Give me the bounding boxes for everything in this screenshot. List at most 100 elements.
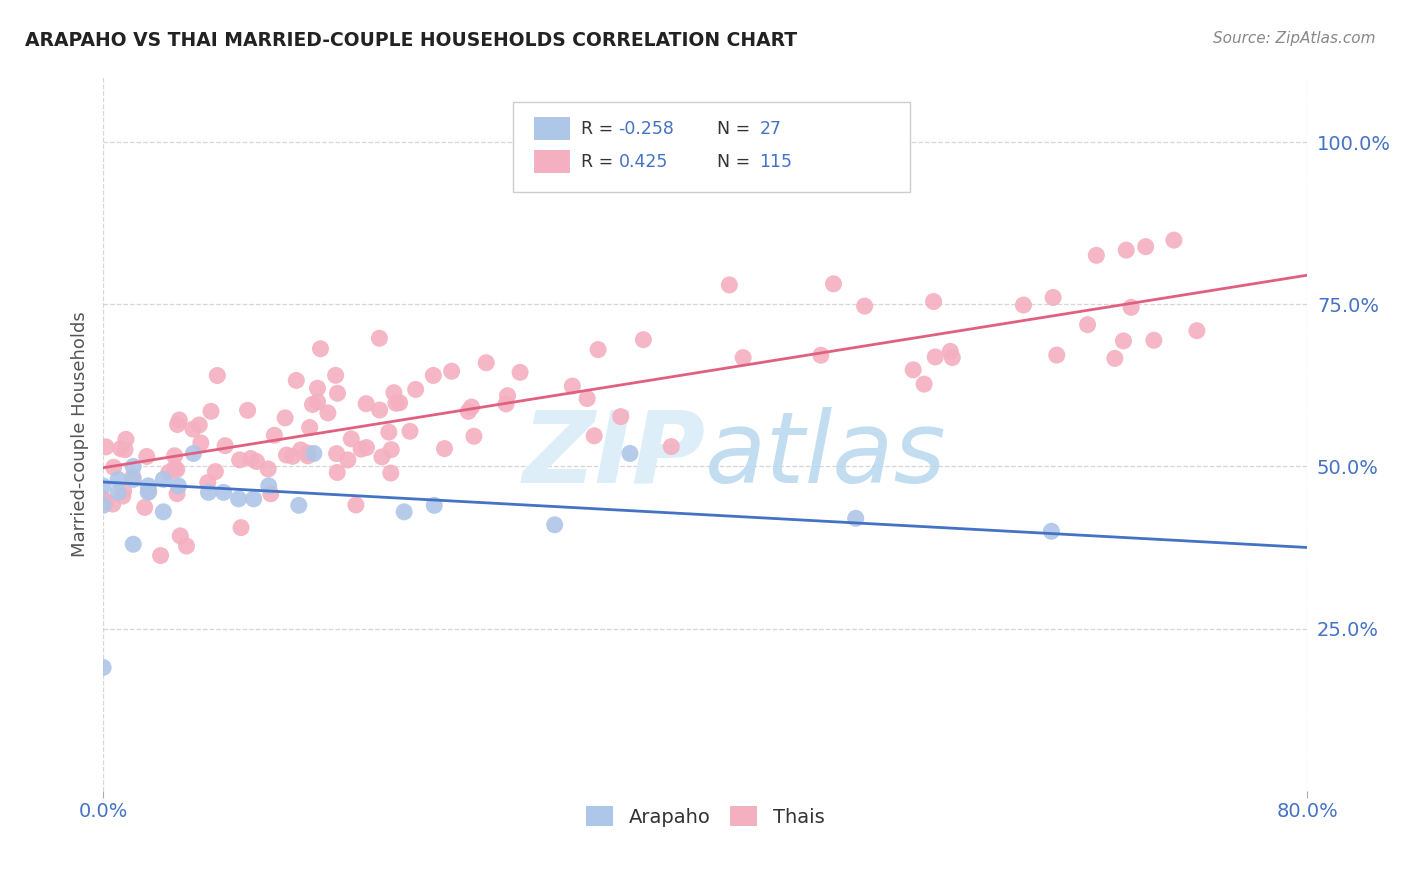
Point xyxy=(853,299,876,313)
Point xyxy=(326,466,349,480)
Point xyxy=(136,485,159,500)
Point xyxy=(368,403,391,417)
Point xyxy=(1115,243,1137,257)
Point xyxy=(496,389,519,403)
Point xyxy=(285,373,308,387)
Point xyxy=(138,483,160,498)
FancyBboxPatch shape xyxy=(534,150,571,173)
Point xyxy=(101,497,124,511)
Point xyxy=(509,365,531,379)
Point xyxy=(1012,298,1035,312)
Point xyxy=(718,277,741,292)
Point xyxy=(1143,333,1166,347)
Point xyxy=(157,466,180,480)
Text: 115: 115 xyxy=(759,153,793,170)
FancyBboxPatch shape xyxy=(513,103,910,192)
Point xyxy=(94,495,117,509)
Text: atlas: atlas xyxy=(706,407,946,504)
Point xyxy=(135,450,157,464)
Point xyxy=(163,449,186,463)
Point xyxy=(204,465,226,479)
Point xyxy=(302,446,325,460)
Point xyxy=(845,511,868,525)
Point xyxy=(91,491,114,506)
Text: ZIP: ZIP xyxy=(522,407,706,504)
Point xyxy=(325,447,347,461)
Point xyxy=(197,475,219,490)
Point xyxy=(1135,239,1157,253)
Point xyxy=(207,368,229,383)
Point xyxy=(200,404,222,418)
Point xyxy=(166,486,188,500)
Point xyxy=(169,413,191,427)
Point xyxy=(1112,334,1135,348)
Point xyxy=(325,368,347,383)
Point xyxy=(399,424,422,438)
Point xyxy=(382,385,405,400)
Point xyxy=(149,549,172,563)
Point xyxy=(422,368,444,383)
Point xyxy=(242,491,264,506)
Point xyxy=(307,394,329,409)
Point xyxy=(212,485,235,500)
Point xyxy=(586,343,609,357)
Point xyxy=(163,461,186,475)
Point xyxy=(236,403,259,417)
Point xyxy=(344,498,367,512)
Point xyxy=(176,539,198,553)
Point xyxy=(941,351,963,365)
Point xyxy=(336,453,359,467)
Point xyxy=(263,428,285,442)
Point xyxy=(316,406,339,420)
Point xyxy=(1163,233,1185,247)
Point xyxy=(1077,318,1099,332)
Point xyxy=(167,479,190,493)
Point xyxy=(290,442,312,457)
Point xyxy=(380,442,402,457)
Point xyxy=(423,499,446,513)
Point xyxy=(297,446,319,460)
Point xyxy=(309,342,332,356)
Point xyxy=(103,460,125,475)
Point xyxy=(475,356,498,370)
Point xyxy=(385,396,408,410)
Point xyxy=(190,436,212,450)
Text: N =: N = xyxy=(717,120,751,137)
Point xyxy=(368,331,391,345)
Point xyxy=(228,491,250,506)
Point xyxy=(354,397,377,411)
Point xyxy=(576,392,599,406)
Point xyxy=(463,429,485,443)
Point xyxy=(823,277,845,291)
Point xyxy=(297,449,319,463)
Point xyxy=(388,396,411,410)
FancyBboxPatch shape xyxy=(534,118,571,140)
Point xyxy=(110,442,132,456)
Point xyxy=(288,499,311,513)
Point xyxy=(544,517,567,532)
Point xyxy=(356,441,378,455)
Point xyxy=(134,500,156,515)
Text: N =: N = xyxy=(717,153,751,170)
Text: R =: R = xyxy=(581,153,613,170)
Point xyxy=(1085,248,1108,262)
Point xyxy=(371,450,394,464)
Point xyxy=(912,377,935,392)
Point xyxy=(107,472,129,486)
Point xyxy=(1185,324,1208,338)
Point xyxy=(114,442,136,457)
Point xyxy=(181,422,204,436)
Point xyxy=(229,521,252,535)
Point xyxy=(214,439,236,453)
Point xyxy=(166,462,188,476)
Point xyxy=(245,454,267,468)
Point xyxy=(281,450,304,464)
Point xyxy=(433,442,456,456)
Point xyxy=(298,420,321,434)
Point xyxy=(1042,290,1064,304)
Point xyxy=(122,472,145,486)
Point xyxy=(188,417,211,432)
Point xyxy=(619,446,641,460)
Point xyxy=(136,479,159,493)
Point xyxy=(169,529,191,543)
